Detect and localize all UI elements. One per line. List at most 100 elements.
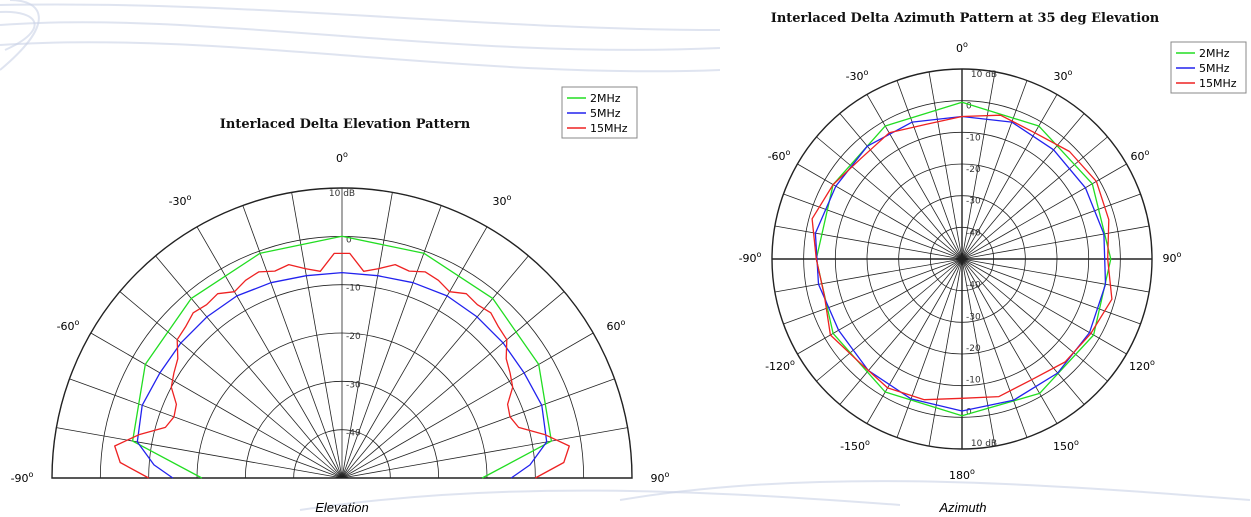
azimuth-series-5MHz <box>814 115 1107 412</box>
azimuth-radial-tick-top: -10 <box>966 133 981 143</box>
azimuth-spoke <box>961 94 1058 260</box>
azimuth-spoke <box>961 136 1108 260</box>
elevation-spoke <box>341 226 488 479</box>
azimuth-spoke <box>774 225 963 260</box>
azimuth-spoke <box>896 258 963 438</box>
elevation-outer-boundary <box>51 187 633 479</box>
elevation-spoke <box>155 255 343 479</box>
elevation-radial-tick: -30 <box>346 380 361 390</box>
elevation-spoke <box>341 427 628 479</box>
azimuth-spoke <box>797 163 963 260</box>
watermark-swoosh-0 <box>0 21 721 51</box>
elevation-spoke <box>291 192 343 479</box>
azimuth-spoke <box>839 113 963 260</box>
elevation-legend-entry-5MHz: 5MHz <box>590 107 621 120</box>
azimuth-series <box>811 101 1113 417</box>
azimuth-series-15MHz <box>811 114 1113 401</box>
azimuth-legend-entry-15MHz: 15MHz <box>1199 77 1237 90</box>
azimuth-radial-tick-bottom: -20 <box>966 344 981 354</box>
azimuth-spoke <box>961 258 1028 438</box>
azimuth-angle-label: -90o <box>739 250 762 265</box>
elevation-angle-label: 0o <box>336 150 348 165</box>
azimuth-radial-tick-bottom: 0 <box>966 407 972 417</box>
azimuth-angle-label: 60o <box>1131 148 1150 163</box>
azimuth-plot: Interlaced Delta Azimuth Pattern at 35 d… <box>739 11 1247 482</box>
elevation-spoke <box>341 291 565 479</box>
azimuth-radial-tick-top: -20 <box>966 165 981 175</box>
azimuth-radial-tick-top: -30 <box>966 197 981 207</box>
elevation-caption: Elevation <box>315 500 368 515</box>
azimuth-spoke <box>961 113 1085 260</box>
elevation-spoke <box>341 192 393 479</box>
elevation-series-15MHz <box>114 252 570 479</box>
azimuth-spoke <box>961 80 1028 260</box>
azimuth-radial-tick-bottom: -10 <box>966 376 981 386</box>
elevation-legend-entry-15MHz: 15MHz <box>590 122 628 135</box>
elevation-spoke <box>242 205 343 479</box>
elevation-radial-tick: -40 <box>346 429 361 439</box>
azimuth-radial-tick-bottom: -40 <box>966 281 981 291</box>
elevation-spoke <box>69 378 343 479</box>
azimuth-angle-label: -60o <box>768 148 791 163</box>
azimuth-spoke <box>961 258 996 447</box>
azimuth-radial-tick-bottom: -30 <box>966 312 981 322</box>
elevation-angle-label: -30o <box>169 193 192 208</box>
elevation-spoke <box>341 205 442 479</box>
watermark-swoosh-2 <box>0 3 721 31</box>
azimuth-radial-tick-bottom: 10 dB <box>971 439 997 449</box>
azimuth-spoke <box>961 163 1127 260</box>
azimuth-angle-label: 150o <box>1053 438 1079 453</box>
elevation-angle-label: -60o <box>57 318 80 333</box>
azimuth-angle-label: -150o <box>840 438 870 453</box>
elevation-angle-label: 90o <box>651 470 670 485</box>
azimuth-spoke <box>961 193 1141 260</box>
azimuth-spoke <box>961 258 1127 355</box>
elevation-radial-tick: -20 <box>346 332 361 342</box>
azimuth-angle-label: -120o <box>765 358 795 373</box>
elevation-spoke <box>90 332 343 479</box>
azimuth-spoke <box>961 258 1085 405</box>
elevation-angle-label: 30o <box>493 193 512 208</box>
elevation-legend: 2MHz 5MHz 15MHz <box>561 86 638 139</box>
azimuth-polar-grid: 10 dB 10 dB 0 0 -10 -10 -20 -20 -30 -30 -40 -40 <box>771 68 1153 450</box>
azimuth-spoke <box>961 258 1150 293</box>
watermark-swoosh-6 <box>0 10 36 51</box>
elevation-spoke <box>341 255 529 479</box>
azimuth-spoke <box>839 258 963 405</box>
azimuth-radial-tick-top: 0 <box>966 102 972 112</box>
azimuth-spoke <box>928 71 963 260</box>
elevation-angle-label: 60o <box>607 318 626 333</box>
azimuth-radial-tick-top: -40 <box>966 228 981 238</box>
azimuth-spoke <box>816 258 963 382</box>
elevation-chart-title: Interlaced Delta Elevation Pattern <box>220 117 471 132</box>
azimuth-angle-label: 120o <box>1129 358 1155 373</box>
elevation-angle-label: -90o <box>11 470 34 485</box>
elevation-spoke <box>196 226 343 479</box>
azimuth-spoke <box>961 258 1141 325</box>
azimuth-spoke <box>961 258 1058 424</box>
elevation-spoke <box>56 427 343 479</box>
azimuth-spoke <box>783 193 963 260</box>
azimuth-spoke <box>783 258 963 325</box>
elevation-radial-tick: 0 <box>346 235 352 245</box>
watermark-swoosh-4 <box>299 489 901 511</box>
elevation-spoke <box>341 378 615 479</box>
elevation-series-2MHz <box>131 235 553 479</box>
elevation-series <box>114 235 570 479</box>
azimuth-angle-label: 30o <box>1054 68 1073 83</box>
azimuth-spoke <box>928 258 963 447</box>
azimuth-angle-label: 90o <box>1163 250 1182 265</box>
watermark-swoosh-5 <box>0 0 40 71</box>
azimuth-spoke <box>896 80 963 260</box>
azimuth-spoke <box>774 258 963 293</box>
azimuth-angle-label: 180o <box>949 467 975 482</box>
azimuth-spoke <box>961 258 1108 382</box>
azimuth-caption: Azimuth <box>939 500 987 515</box>
azimuth-legend: 2MHz 5MHz 15MHz <box>1170 41 1247 94</box>
elevation-series-5MHz <box>136 271 548 479</box>
elevation-plot: Interlaced Delta Elevation Pattern 10 dB… <box>11 86 670 485</box>
watermark-swoosh-3 <box>619 480 1251 501</box>
elevation-radial-tick: -10 <box>346 284 361 294</box>
